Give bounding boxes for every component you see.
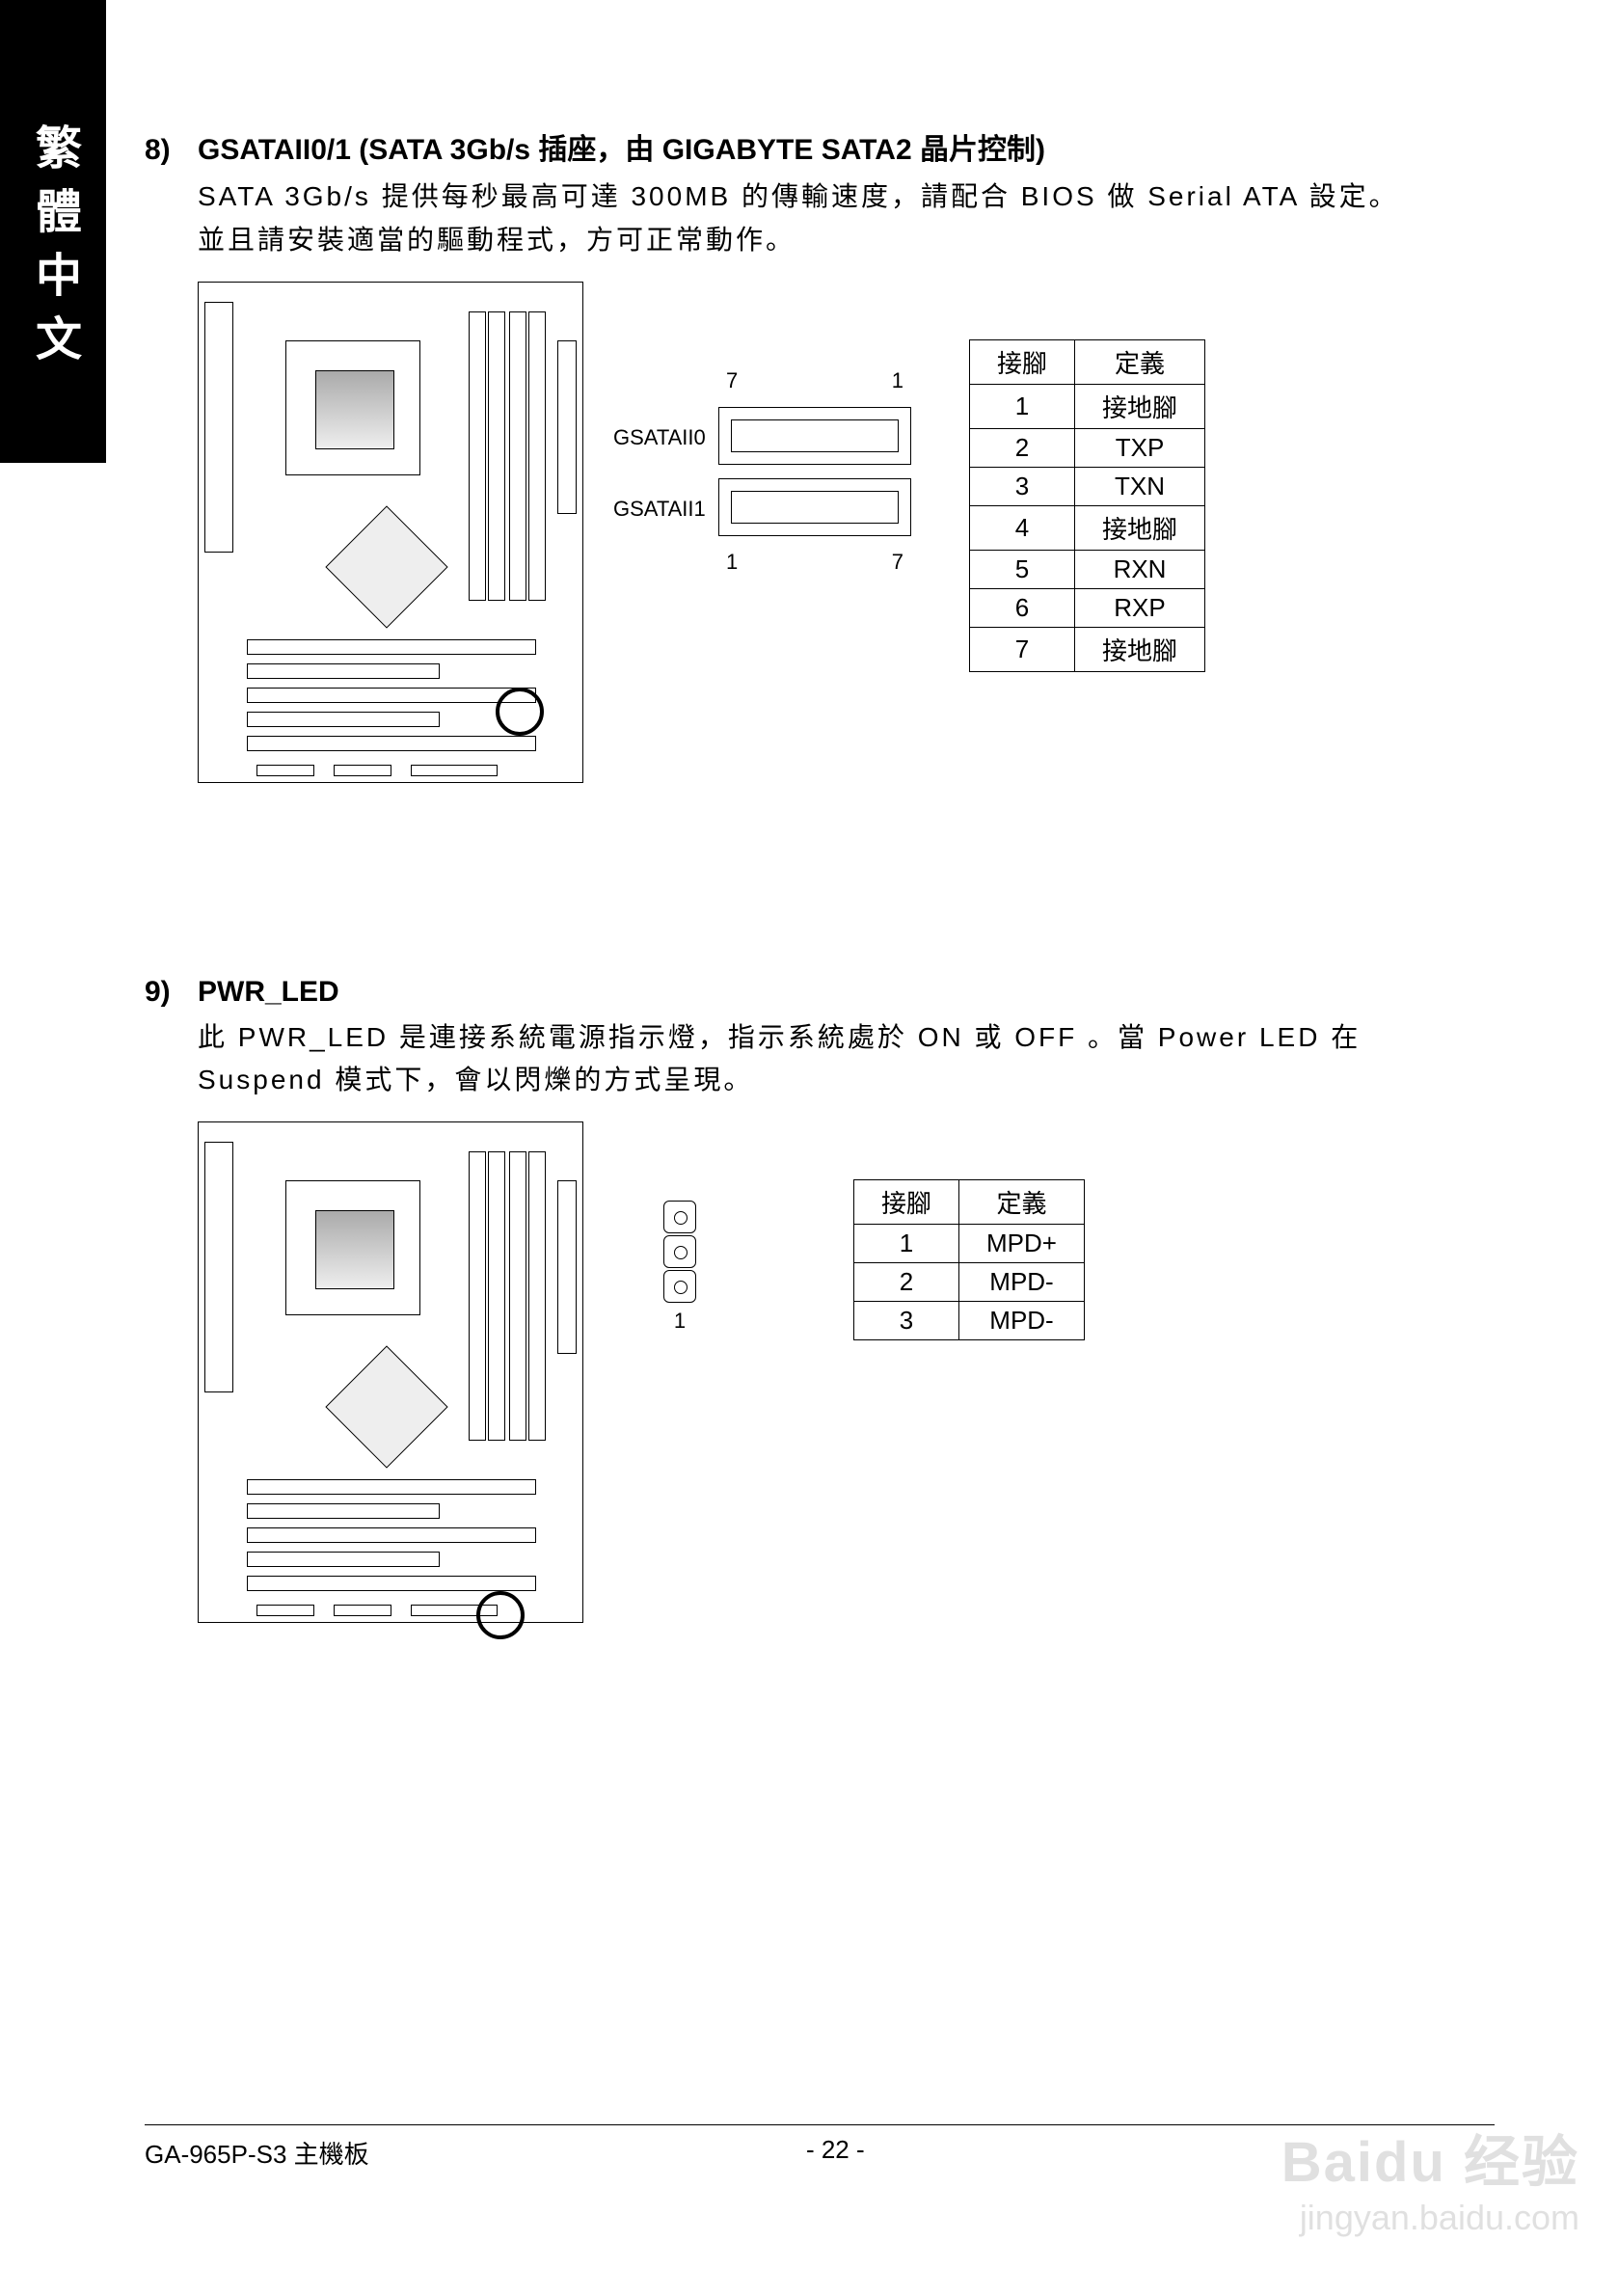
pwrled-pin1-label: 1 (622, 1309, 738, 1334)
table8-head-pin: 接腳 (970, 339, 1075, 384)
section-9-body: 此 PWR_LED 是連接系統電源指示燈，指示系統處於 ON 或 OFF 。當 … (198, 1016, 1495, 1103)
pwrled-connector-diagram: 1 (622, 1199, 796, 1334)
table-row: 3TXN (970, 467, 1205, 505)
table-row: 1接地腳 (970, 384, 1205, 428)
footer-model: GA-965P-S3 主機板 (145, 2135, 369, 2171)
pin-num-1-bot: 1 (726, 550, 738, 575)
section-8-body-line1: SATA 3Gb/s 提供每秒最高可達 300MB 的傳輸速度，請配合 BIOS… (198, 176, 1495, 219)
section-8-title: GSATAII0/1 (SATA 3Gb/s 插座，由 GIGABYTE SAT… (198, 125, 1045, 168)
motherboard-diagram-8 (198, 282, 583, 783)
table-row: 2TXP (970, 428, 1205, 467)
section-8: 8) GSATAII0/1 (SATA 3Gb/s 插座，由 GIGABYTE … (145, 125, 1495, 783)
table-row: 2MPD- (854, 1263, 1085, 1302)
section-9-number: 9) (145, 976, 198, 1009)
pin-num-7-bot: 7 (892, 550, 903, 575)
section-8-body-line2: 並且請安裝適當的驅動程式，方可正常動作。 (198, 219, 1495, 262)
watermark-logo: Baidu 经验 (1281, 2129, 1579, 2197)
table-row: 5RXN (970, 550, 1205, 588)
pin-table-9: 接腳 定義 1MPD+ 2MPD- 3MPD- (853, 1179, 1085, 1340)
pin-num-1-top: 1 (892, 368, 903, 393)
motherboard-diagram-9 (198, 1121, 583, 1623)
highlight-circle-9 (476, 1591, 525, 1639)
table9-head-pin: 接腳 (854, 1180, 959, 1225)
section-8-number: 8) (145, 134, 198, 167)
pin-table-8: 接腳 定義 1接地腳 2TXP 3TXN 4接地腳 5RXN 6RXP 7接地腳 (969, 339, 1205, 672)
sata-connector-diagram: 7 1 GSATAII0 GSATAII1 1 7 (622, 368, 911, 575)
footer-page-number: - 22 - (806, 2135, 865, 2171)
language-tab: 繁體中文 (0, 0, 106, 463)
section-8-body: SATA 3Gb/s 提供每秒最高可達 300MB 的傳輸速度，請配合 BIOS… (198, 176, 1495, 262)
watermark: Baidu 经验 jingyan.baidu.com (1281, 2129, 1579, 2238)
table8-head-def: 定義 (1075, 339, 1205, 384)
pin-num-7-top: 7 (726, 368, 738, 393)
table-row: 6RXP (970, 588, 1205, 627)
table-row: 4接地腳 (970, 505, 1205, 550)
gsataii1-label: GSATAII1 (613, 497, 706, 522)
table-row: 3MPD- (854, 1302, 1085, 1340)
highlight-circle-8 (496, 688, 544, 736)
table-row: 1MPD+ (854, 1225, 1085, 1263)
table9-head-def: 定義 (959, 1180, 1085, 1225)
gsataii0-label: GSATAII0 (613, 425, 706, 450)
table-row: 7接地腳 (970, 627, 1205, 671)
page-content: 8) GSATAII0/1 (SATA 3Gb/s 插座，由 GIGABYTE … (145, 125, 1495, 1758)
watermark-url: jingyan.baidu.com (1281, 2197, 1579, 2238)
section-9: 9) PWR_LED 此 PWR_LED 是連接系統電源指示燈，指示系統處於 O… (145, 976, 1495, 1624)
section-9-title: PWR_LED (198, 976, 339, 1009)
